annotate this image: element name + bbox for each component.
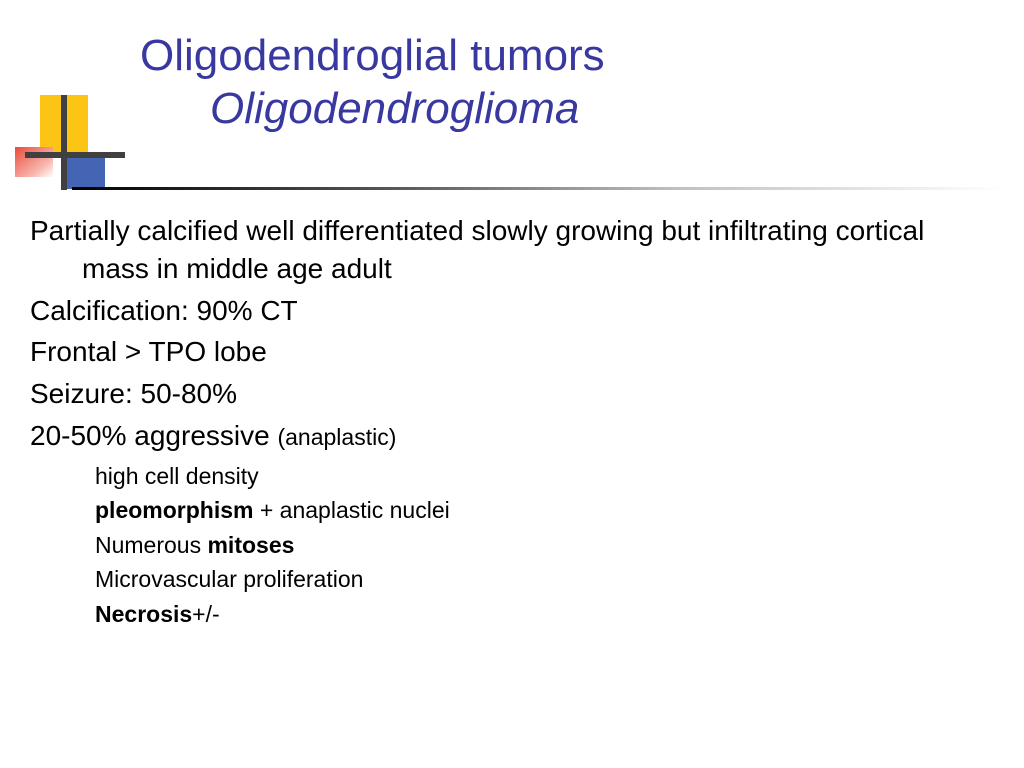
sub-necrosis: Necrosis+/- <box>30 597 984 632</box>
aggressive-main: 20-50% aggressive <box>30 420 277 451</box>
sub-necrosis-bold: Necrosis <box>95 601 192 627</box>
sub-cell-density: high cell density <box>30 459 984 494</box>
sub-mitoses: Numerous mitoses <box>30 528 984 563</box>
slide-title: Oligodendroglial tumors <box>140 30 964 83</box>
decoration-cross-horizontal <box>25 152 125 158</box>
calcification-text: Calcification: 90% CT <box>30 292 984 330</box>
aggressive-text: 20-50% aggressive (anaplastic) <box>30 417 984 455</box>
intro-text: Partially calcified well differentiated … <box>30 212 984 288</box>
slide-subtitle: Oligodendroglioma <box>140 83 964 136</box>
decoration-blue-block <box>67 155 105 189</box>
seizure-text: Seizure: 50-80% <box>30 375 984 413</box>
title-area: Oligodendroglial tumors Oligodendrogliom… <box>140 30 964 136</box>
sub-mitoses-prefix: Numerous <box>95 532 207 558</box>
sub-pleomorphism-rest: + anaplastic nuclei <box>253 497 449 523</box>
slide-corner-decoration <box>15 95 135 190</box>
title-underline <box>72 187 1004 190</box>
aggressive-paren: (anaplastic) <box>277 424 396 450</box>
frontal-text: Frontal > TPO lobe <box>30 333 984 371</box>
sub-pleomorphism-bold: pleomorphism <box>95 497 253 523</box>
sub-mitoses-bold: mitoses <box>207 532 294 558</box>
sub-pleomorphism: pleomorphism + anaplastic nuclei <box>30 493 984 528</box>
content-area: Partially calcified well differentiated … <box>30 212 984 631</box>
sub-microvascular: Microvascular proliferation <box>30 562 984 597</box>
decoration-cross-vertical <box>61 95 67 190</box>
sub-necrosis-rest: +/- <box>192 601 219 627</box>
